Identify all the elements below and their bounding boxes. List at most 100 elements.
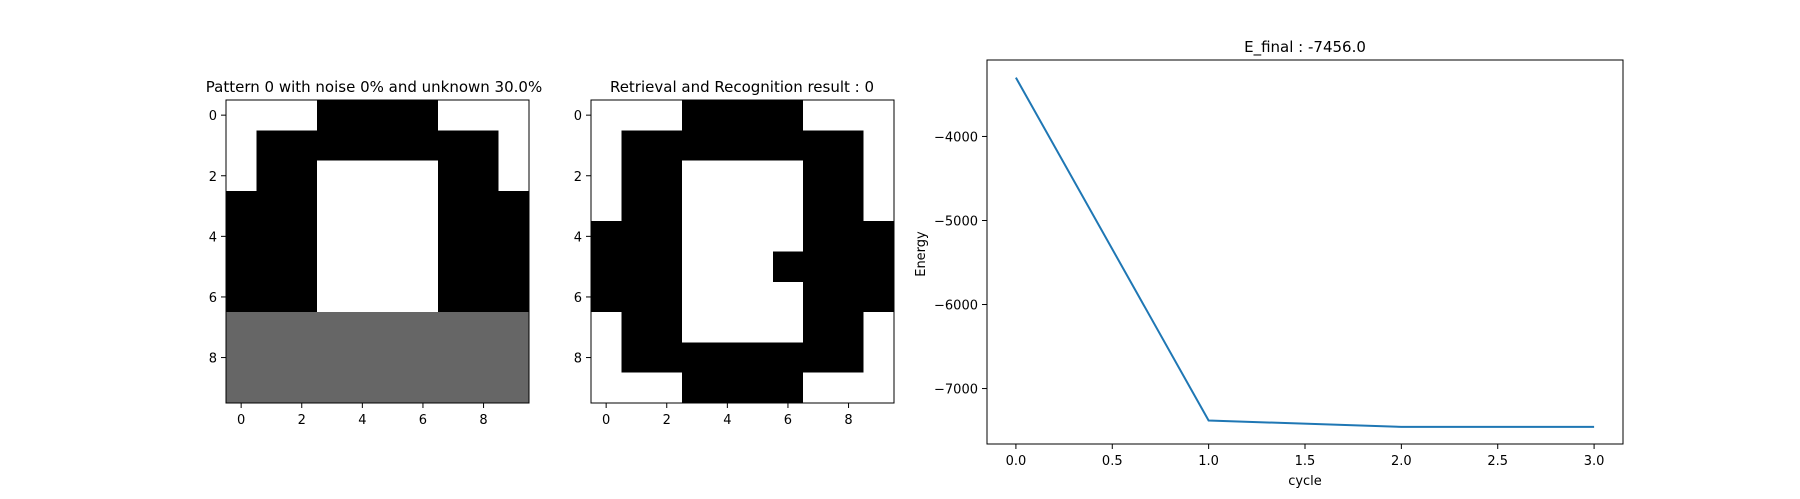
retrieval-result-cell-r7-c6 <box>772 312 804 343</box>
retrieval-result-cell-r1-c8 <box>833 130 865 162</box>
retrieval-result-cell-r3-c1 <box>621 190 653 222</box>
input-pattern-x-tick-label: 8 <box>479 413 487 428</box>
input-pattern-cell-r8-c3 <box>316 342 348 374</box>
input-pattern-cell-r6-c9 <box>498 281 530 313</box>
input-pattern-cell-r6-c0 <box>226 281 257 313</box>
input-pattern-x-tick-label: 2 <box>298 413 306 428</box>
energy-x-tick-label: 0.0 <box>1006 454 1027 469</box>
input-pattern-cell-r0-c5 <box>377 100 409 131</box>
retrieval-result-cell-r7-c2 <box>651 312 683 343</box>
retrieval-result-cell-r8-c3 <box>681 342 713 374</box>
input-pattern-cell-r9-c0 <box>226 372 257 404</box>
input-pattern-cell-r5-c5 <box>377 251 409 283</box>
input-pattern-cell-r4-c7 <box>438 221 469 253</box>
input-pattern-cell-r7-c9 <box>498 312 530 343</box>
input-pattern-cell-r7-c7 <box>438 312 469 343</box>
input-pattern-cell-r9-c3 <box>316 372 348 404</box>
input-pattern-cell-r3-c6 <box>407 190 439 222</box>
input-pattern-cell-r8-c1 <box>256 342 288 374</box>
retrieval-result-cell-r5-c0 <box>591 251 622 283</box>
retrieval-result-cell-r9-c5 <box>742 372 774 404</box>
input-pattern-cell-r2-c0 <box>226 160 257 192</box>
input-pattern-x-tick-label: 0 <box>237 413 245 428</box>
retrieval-result-panel: Retrieval and Recognition result : 0 0 2 4… <box>574 78 895 428</box>
retrieval-result-cell-r2-c5 <box>742 160 774 192</box>
energy-x-ticks: 0.0 0.5 1.0 1.5 2.0 2.5 3.0 <box>1006 444 1604 469</box>
retrieval-result-cell-r1-c3 <box>681 130 713 162</box>
retrieval-result-y-ticks: 0 2 4 6 8 <box>574 109 591 367</box>
input-pattern-panel: Pattern 0 with noise 0% and unknown 30.0… <box>206 78 542 428</box>
retrieval-result-cell-r8-c9 <box>863 342 895 374</box>
input-pattern-cell-r1-c5 <box>377 130 409 162</box>
input-pattern-cell-r9-c4 <box>347 372 379 404</box>
retrieval-result-cell-r6-c2 <box>651 281 683 313</box>
retrieval-result-cell-r9-c9 <box>863 372 895 404</box>
input-pattern-cell-r2-c6 <box>407 160 439 192</box>
input-pattern-cell-r6-c2 <box>286 281 318 313</box>
input-pattern-cell-r6-c1 <box>256 281 288 313</box>
input-pattern-cell-r0-c7 <box>438 100 469 131</box>
retrieval-result-cell-r7-c3 <box>681 312 713 343</box>
input-pattern-cell-r6-c7 <box>438 281 469 313</box>
retrieval-result-frame <box>590 99 895 404</box>
retrieval-result-x-tick-label: 6 <box>784 413 792 428</box>
input-pattern-cell-r5-c6 <box>407 251 439 283</box>
energy-x-tick-label: 2.5 <box>1487 454 1508 469</box>
retrieval-result-cell-r8-c0 <box>591 342 622 374</box>
retrieval-result-x-tick-label: 8 <box>844 413 852 428</box>
input-pattern-y-ticks: 0 2 4 6 8 <box>209 109 226 367</box>
retrieval-result-cell-r4-c9 <box>863 221 895 253</box>
input-pattern-frame <box>225 99 530 404</box>
retrieval-result-y-tick-label: 4 <box>574 230 582 245</box>
retrieval-result-x-ticks: 0 2 4 6 8 <box>602 403 853 428</box>
input-pattern-cell-r0-c6 <box>407 100 439 131</box>
energy-y-tick-label: −4000 <box>934 130 978 145</box>
retrieval-result-cell-r4-c7 <box>803 221 834 253</box>
retrieval-result-cell-r8-c2 <box>651 342 683 374</box>
input-pattern-cell-r6-c6 <box>407 281 439 313</box>
retrieval-result-cell-r1-c6 <box>772 130 804 162</box>
input-pattern-cell-r3-c2 <box>286 190 318 222</box>
input-pattern-cell-r2-c2 <box>286 160 318 192</box>
input-pattern-cell-r7-c3 <box>316 312 348 343</box>
input-pattern-cell-r1-c2 <box>286 130 318 162</box>
retrieval-result-cell-r9-c2 <box>651 372 683 404</box>
input-pattern-cell-r1-c4 <box>347 130 379 162</box>
input-pattern-y-tick-label: 6 <box>209 291 217 306</box>
energy-y-tick-label: −6000 <box>934 299 978 314</box>
energy-x-tick-label: 0.5 <box>1102 454 1123 469</box>
input-pattern-cell-r2-c1 <box>256 160 288 192</box>
retrieval-result-cell-r5-c3 <box>681 251 713 283</box>
retrieval-result-cell-r0-c6 <box>772 100 804 131</box>
input-pattern-cell-r5-c9 <box>498 251 530 283</box>
input-pattern-cell-r7-c0 <box>226 312 257 343</box>
retrieval-result-cell-r3-c5 <box>742 190 774 222</box>
retrieval-result-cell-r6-c4 <box>712 281 744 313</box>
input-pattern-title: Pattern 0 with noise 0% and unknown 30.0… <box>206 78 542 96</box>
retrieval-result-cell-r6-c5 <box>742 281 774 313</box>
retrieval-result-grid <box>591 100 895 404</box>
retrieval-result-cell-r7-c1 <box>621 312 653 343</box>
input-pattern-grid <box>226 100 530 404</box>
input-pattern-cell-r1-c9 <box>498 130 530 162</box>
energy-chart-panel: E_final : -7456.0 0.0 0.5 1.0 1.5 2.0 2.5 3.0 … <box>914 38 1624 489</box>
input-pattern-cell-r3-c0 <box>226 190 257 222</box>
energy-y-tick-label: −7000 <box>934 383 978 398</box>
retrieval-result-cell-r7-c4 <box>712 312 744 343</box>
retrieval-result-cell-r1-c7 <box>803 130 834 162</box>
input-pattern-cell-r9-c6 <box>407 372 439 404</box>
retrieval-result-cell-r1-c2 <box>651 130 683 162</box>
retrieval-result-cell-r6-c8 <box>833 281 865 313</box>
input-pattern-y-tick-label: 4 <box>209 230 217 245</box>
retrieval-result-x-tick-label: 4 <box>723 413 731 428</box>
input-pattern-cell-r7-c2 <box>286 312 318 343</box>
input-pattern-cell-r0-c9 <box>498 100 530 131</box>
input-pattern-cell-r1-c3 <box>316 130 348 162</box>
retrieval-result-cell-r8-c6 <box>772 342 804 374</box>
input-pattern-cell-r3-c5 <box>377 190 409 222</box>
retrieval-result-cell-r0-c7 <box>803 100 834 131</box>
input-pattern-cell-r5-c3 <box>316 251 348 283</box>
retrieval-result-cell-r8-c8 <box>833 342 865 374</box>
retrieval-result-y-tick-label: 2 <box>574 170 582 185</box>
input-pattern-cell-r1-c8 <box>468 130 500 162</box>
